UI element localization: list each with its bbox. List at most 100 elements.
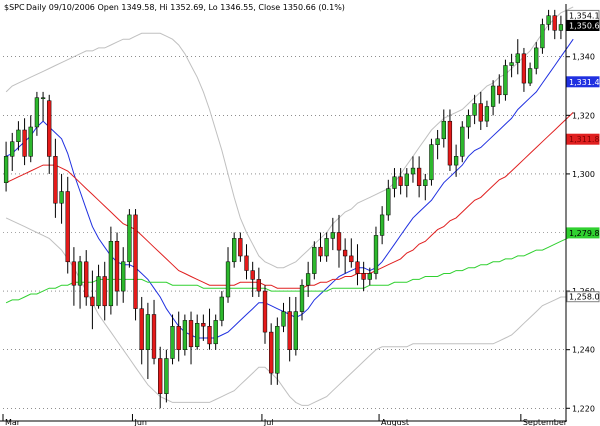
y-tick-label: 1,340 bbox=[572, 53, 595, 62]
candle-up bbox=[182, 320, 188, 350]
candle-down bbox=[521, 53, 527, 84]
price-tag-label: 1,331.45 bbox=[569, 78, 600, 87]
candle-up bbox=[96, 276, 101, 307]
candle-up bbox=[195, 323, 200, 347]
x-tick-label: September bbox=[523, 418, 568, 426]
candle-down bbox=[336, 232, 342, 251]
candle-down bbox=[47, 100, 52, 157]
x-tick-label: August bbox=[381, 418, 409, 426]
candle-down bbox=[22, 129, 27, 157]
candle-up bbox=[34, 97, 40, 128]
candle-up bbox=[232, 238, 237, 263]
candle-up bbox=[281, 311, 286, 327]
candle-down bbox=[238, 238, 243, 257]
chart-symbol: $SPC bbox=[4, 3, 25, 12]
bollinger-bands bbox=[5, 6, 574, 406]
candle-down bbox=[207, 326, 212, 345]
candle-down bbox=[342, 249, 348, 257]
candle-up bbox=[40, 97, 46, 99]
candle-up bbox=[453, 156, 459, 166]
candle-up bbox=[392, 176, 397, 189]
candle-down bbox=[201, 323, 206, 327]
candle-down bbox=[102, 276, 107, 307]
candle-up bbox=[10, 141, 15, 157]
candle-up bbox=[472, 103, 477, 116]
candle-up bbox=[219, 296, 224, 321]
candle-down bbox=[158, 358, 163, 394]
candle-up bbox=[305, 273, 311, 286]
candle-down bbox=[256, 279, 261, 292]
candle-up bbox=[441, 120, 446, 140]
candle-down bbox=[416, 167, 422, 186]
price-tag-label: 1,258.08 bbox=[569, 293, 600, 302]
candle-up bbox=[546, 15, 551, 25]
candle-up bbox=[299, 284, 305, 312]
candle-down bbox=[84, 261, 89, 298]
candle-up bbox=[3, 156, 9, 183]
candle-up bbox=[59, 191, 64, 204]
y-tick-label: 1,220 bbox=[572, 404, 595, 413]
candle-up bbox=[379, 214, 385, 236]
candle-down bbox=[53, 156, 58, 204]
candle-up bbox=[460, 126, 465, 157]
candle-up bbox=[127, 214, 132, 263]
price-tag-label: 1,279.88 bbox=[569, 229, 600, 238]
candle-up bbox=[367, 273, 372, 280]
candle-down bbox=[71, 261, 77, 286]
candle-up bbox=[466, 115, 471, 128]
candle-down bbox=[269, 331, 274, 374]
candle-down bbox=[287, 311, 292, 350]
x-tick-label: Mar bbox=[5, 418, 21, 426]
candle-up bbox=[373, 235, 379, 274]
price-tag bbox=[566, 20, 600, 31]
candle-down bbox=[447, 120, 453, 166]
candle-down bbox=[361, 273, 366, 280]
candle-down bbox=[90, 296, 95, 307]
ma-red bbox=[5, 112, 574, 289]
candle-up bbox=[515, 53, 520, 63]
candle-up bbox=[293, 311, 298, 350]
candle-down bbox=[151, 314, 157, 359]
candle-up bbox=[509, 62, 514, 66]
candle-up bbox=[213, 320, 218, 345]
candle-up bbox=[275, 326, 280, 374]
candle-up bbox=[404, 173, 409, 186]
y-tick-label: 1,300 bbox=[572, 170, 595, 179]
y-tick-label: 1,320 bbox=[572, 111, 595, 120]
bollinger-upper bbox=[5, 6, 574, 269]
price-tag-label: 1,350.66 bbox=[569, 22, 600, 31]
candle-down bbox=[133, 214, 138, 309]
candle-up bbox=[16, 129, 21, 142]
candle-up bbox=[386, 188, 391, 216]
candle-up bbox=[28, 126, 33, 157]
chart-header: Daily 09/10/2006 Open 1349.58, Hi 1352.6… bbox=[26, 3, 345, 12]
candle-up bbox=[423, 179, 428, 186]
candle-down bbox=[318, 246, 323, 257]
candle-up bbox=[164, 358, 169, 394]
price-tag bbox=[566, 291, 600, 303]
candle-up bbox=[490, 85, 496, 107]
candle-down bbox=[188, 320, 194, 348]
candle-down bbox=[398, 176, 403, 186]
bollinger-lower bbox=[5, 217, 574, 406]
candle-up bbox=[108, 241, 114, 307]
candle-down bbox=[65, 191, 70, 263]
candle-up bbox=[410, 167, 416, 175]
candle-up bbox=[145, 314, 151, 350]
candle-up bbox=[484, 106, 490, 122]
candle-up bbox=[170, 326, 175, 359]
candle-up bbox=[503, 65, 508, 96]
candle-up bbox=[312, 246, 317, 274]
candle-up bbox=[435, 138, 440, 145]
candle-up bbox=[558, 24, 564, 31]
price-tag-label: 1,311.84 bbox=[569, 135, 600, 144]
candle-down bbox=[250, 270, 255, 280]
candle-down bbox=[552, 15, 557, 31]
price-tag bbox=[566, 76, 600, 88]
candle-down bbox=[176, 326, 181, 350]
price-tag bbox=[566, 133, 600, 145]
candle-up bbox=[527, 68, 533, 84]
x-axis: MarJunJulAugustSeptemberOctober bbox=[2, 414, 568, 426]
